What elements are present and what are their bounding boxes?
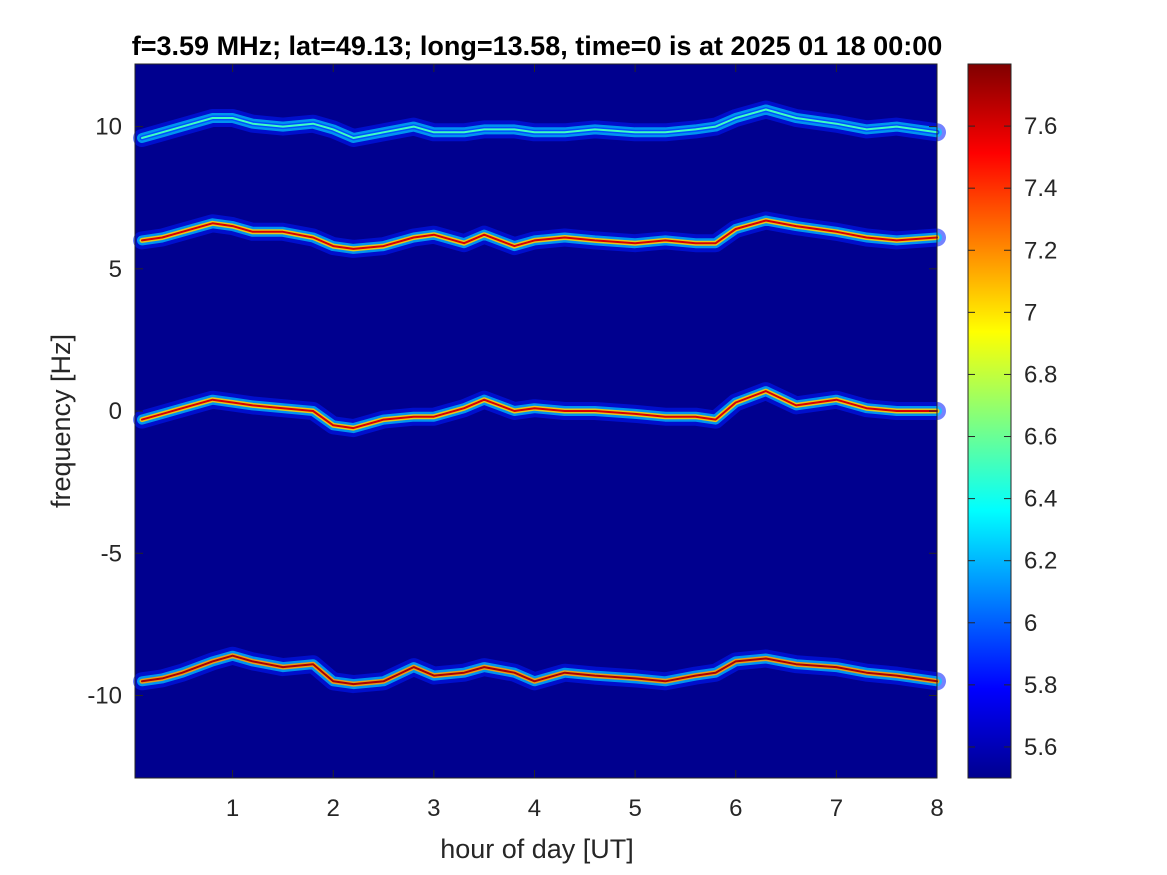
colorbar-tick-label: 6 bbox=[1024, 610, 1037, 637]
colorbar-tick-label: 6.4 bbox=[1024, 486, 1057, 513]
spectral-traces bbox=[133, 100, 946, 694]
trace-3-core bbox=[141, 390, 938, 430]
chart-title: f=3.59 MHz; lat=49.13; long=13.58, time=… bbox=[132, 31, 942, 61]
y-tick-label: 10 bbox=[95, 114, 122, 141]
colorbar-tick-label: 7.2 bbox=[1024, 237, 1057, 264]
colorbar-tick-label: 7 bbox=[1024, 299, 1037, 326]
trace-4-core bbox=[141, 654, 938, 686]
colorbar-tick-label: 6.8 bbox=[1024, 361, 1057, 388]
x-tick-label: 7 bbox=[830, 795, 843, 822]
colorbar-tick-label: 5.8 bbox=[1024, 672, 1057, 699]
trace-1-core bbox=[141, 108, 938, 139]
colorbar-tick-label: 5.6 bbox=[1024, 734, 1057, 761]
y-tick-label: 5 bbox=[109, 256, 122, 283]
x-tick-label: 5 bbox=[628, 795, 641, 822]
colorbar-tick-label: 7.4 bbox=[1024, 175, 1057, 202]
colorbar-tick-label: 6.2 bbox=[1024, 548, 1057, 575]
colorbar: 7.6 7.4 7.2 7 6.8 6.6 6.4 6.2 6 5.8 5.6 bbox=[967, 63, 1057, 779]
y-tick-label: 0 bbox=[109, 398, 122, 425]
x-tick-label: 3 bbox=[427, 795, 440, 822]
trace-2-core bbox=[141, 219, 938, 250]
colorbar-ticks: 7.6 7.4 7.2 7 6.8 6.6 6.4 6.2 6 5.8 5.6 bbox=[968, 113, 1057, 761]
x-axis-label: hour of day [UT] bbox=[440, 834, 634, 864]
colorbar-tick-label: 7.6 bbox=[1024, 113, 1057, 140]
colorbar-gradient bbox=[967, 63, 1012, 779]
y-axis-label: frequency [Hz] bbox=[46, 334, 76, 508]
x-tick-label: 6 bbox=[729, 795, 742, 822]
x-axis: 1 2 3 4 5 6 7 8 bbox=[226, 64, 944, 822]
colorbar-tick-label: 6.6 bbox=[1024, 424, 1057, 451]
plot-area bbox=[133, 63, 946, 779]
y-tick-label: -10 bbox=[87, 683, 122, 710]
plot-frame bbox=[134, 63, 938, 779]
x-tick-label: 1 bbox=[226, 795, 239, 822]
x-tick-label: 2 bbox=[327, 795, 340, 822]
y-axis: 10 5 0 -5 -10 bbox=[87, 114, 937, 710]
y-tick-label: -5 bbox=[101, 540, 122, 567]
x-tick-label: 4 bbox=[528, 795, 541, 822]
x-tick-label: 8 bbox=[930, 795, 943, 822]
